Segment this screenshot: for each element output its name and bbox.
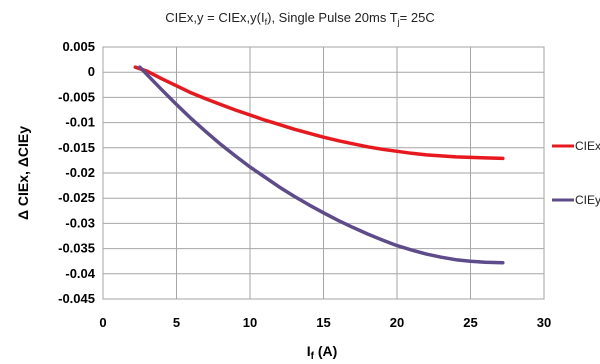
legend: CIEx CIEy [552, 139, 600, 207]
title-end: = 25C [400, 10, 435, 25]
legend-label-ciey: CIEy [575, 193, 600, 207]
x-tick-label: 15 [316, 315, 330, 330]
x-tick-label: 10 [243, 315, 257, 330]
y-tick-label: -0.03 [65, 215, 95, 230]
x-tick-label: 5 [173, 315, 180, 330]
title-main: CIEx,y = CIEx,y(I [165, 10, 264, 25]
series-lines [133, 65, 505, 265]
x-axis-label: If (A) [307, 343, 338, 362]
x-tick-label: 20 [390, 315, 404, 330]
y-tick-label: -0.005 [58, 89, 95, 104]
x-tick-label: 25 [463, 315, 477, 330]
y-tick-label: -0.015 [58, 140, 95, 155]
series-line-ciey [138, 65, 505, 265]
y-tick-labels: 0.005 0 -0.005 -0.01 -0.015 -0.02 -0.025 -0.03 -… [58, 39, 96, 306]
x-axis-label-main: I [307, 343, 311, 359]
legend-label-ciex: CIEx [575, 139, 600, 153]
y-tick-label: -0.01 [65, 115, 95, 130]
y-axis-label: Δ CIEx, ΔCIEy [15, 126, 31, 220]
x-tick-label: 30 [537, 315, 551, 330]
gridlines [102, 46, 545, 300]
title-subscript-j: j [397, 17, 400, 27]
x-tick-label: 0 [99, 315, 106, 330]
x-tick-labels: 0 5 10 15 20 25 30 [99, 315, 551, 330]
y-tick-label: -0.04 [65, 266, 95, 281]
x-axis-label-subscript: f [311, 351, 315, 362]
y-tick-label: -0.02 [65, 165, 95, 180]
y-tick-label: -0.035 [58, 241, 95, 256]
x-axis-label-rest: (A) [314, 343, 337, 359]
y-tick-label: 0.005 [62, 39, 95, 54]
chart-title: CIEx,y = CIEx,y(If), Single Pulse 20ms T… [165, 10, 434, 27]
title-rest: ), Single Pulse 20ms T [267, 10, 398, 25]
series-line-ciex [133, 65, 505, 161]
title-subscript-f: f [265, 17, 268, 27]
y-tick-label: 0 [88, 64, 95, 79]
y-tick-label: -0.025 [58, 190, 95, 205]
y-tick-label: -0.045 [58, 291, 95, 306]
